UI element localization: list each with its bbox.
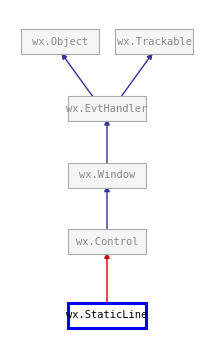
FancyBboxPatch shape — [68, 229, 146, 254]
Text: wx.Window: wx.Window — [79, 170, 135, 180]
Text: wx.Object: wx.Object — [32, 37, 88, 47]
FancyBboxPatch shape — [115, 29, 193, 54]
FancyBboxPatch shape — [68, 96, 146, 121]
Text: wx.Trackable: wx.Trackable — [117, 37, 192, 47]
FancyBboxPatch shape — [21, 29, 99, 54]
Text: wx.StaticLine: wx.StaticLine — [66, 310, 148, 320]
Text: wx.EvtHandler: wx.EvtHandler — [66, 103, 148, 113]
FancyBboxPatch shape — [68, 163, 146, 188]
Text: wx.Control: wx.Control — [76, 237, 138, 247]
FancyBboxPatch shape — [68, 303, 146, 328]
